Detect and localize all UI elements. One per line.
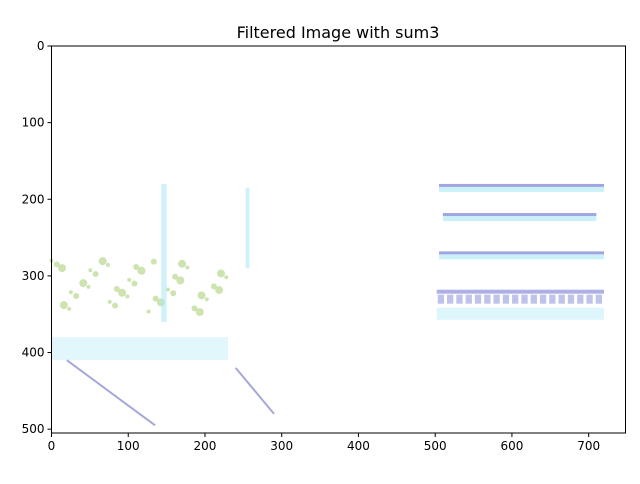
window: [484, 294, 491, 304]
foliage-dot: [92, 270, 99, 277]
foliage-dot: [191, 305, 198, 312]
foliage-dot: [105, 262, 110, 267]
pole: [161, 183, 167, 322]
foliage-dot: [53, 261, 60, 268]
y-tick-label: 100: [22, 116, 45, 130]
foliage-dot: [152, 295, 159, 302]
foliage-dot: [88, 268, 93, 273]
building-edge: [439, 251, 605, 255]
window: [539, 294, 547, 304]
foliage-dot: [125, 294, 130, 299]
foliage-dot: [98, 257, 107, 266]
foliage-dot: [107, 299, 112, 304]
chart-title: Filtered Image with sum3: [237, 23, 440, 42]
y-axis: 0 100 200 300 400 500: [22, 39, 52, 436]
window: [530, 294, 537, 304]
foliage-dot: [58, 264, 67, 273]
foliage-dot: [79, 279, 88, 288]
building-glass: [439, 254, 605, 260]
x-tick-label: 400: [347, 439, 370, 453]
y-tick-label: 0: [37, 39, 45, 53]
building-glass: [439, 186, 605, 192]
foliage-dot: [165, 287, 170, 292]
x-tick-label: 200: [194, 439, 217, 453]
road-line: [234, 367, 275, 415]
building-edge: [442, 213, 597, 217]
window: [493, 294, 500, 304]
y-tick-label: 400: [22, 346, 45, 360]
window: [577, 294, 584, 304]
window: [465, 294, 472, 304]
x-tick-label: 600: [500, 439, 523, 453]
foliage-dot: [195, 308, 204, 317]
foliage-dot: [131, 280, 138, 287]
road-line: [66, 359, 156, 427]
foliage-dot: [210, 283, 217, 290]
foliage-dot: [67, 306, 72, 311]
building-edge: [439, 183, 605, 187]
building-glass: [442, 216, 597, 222]
foliage-dot: [215, 286, 224, 295]
foliage-dot: [197, 291, 206, 300]
x-tick-label: 100: [117, 439, 140, 453]
window: [502, 294, 510, 304]
foliage-dot: [170, 290, 177, 297]
foliage-dot: [118, 288, 127, 297]
foliage-dot: [137, 266, 146, 275]
window: [595, 294, 603, 304]
x-tick-label: 700: [577, 439, 600, 453]
y-tick-label: 500: [22, 422, 45, 436]
window: [549, 294, 556, 304]
building-edge: [436, 289, 605, 294]
window: [558, 294, 565, 304]
x-tick-label: 300: [270, 439, 293, 453]
foliage-dot: [150, 258, 157, 265]
foliage-dot: [146, 309, 151, 314]
foliage-dot: [68, 290, 73, 295]
foliage-dot: [216, 269, 225, 278]
foliage-dot: [133, 264, 140, 271]
building-glass: [436, 307, 605, 320]
window: [437, 294, 445, 304]
x-axis: 0 100 200 300 400 500 600 700: [48, 433, 600, 453]
y-tick-label: 300: [22, 269, 45, 283]
window: [456, 294, 463, 304]
axes-frame: [51, 45, 626, 434]
foliage-dot: [172, 273, 179, 280]
pole: [245, 187, 250, 269]
foliage-dot: [86, 284, 91, 289]
y-tick-label: 200: [22, 192, 45, 206]
foliage-dot: [224, 275, 229, 280]
window: [474, 294, 482, 304]
foliage-dot: [112, 302, 119, 309]
window: [447, 294, 454, 304]
filtered-image: [49, 183, 605, 427]
x-tick-label: 500: [424, 439, 447, 453]
x-tick-label: 0: [48, 439, 56, 453]
foliage-dot: [176, 276, 185, 285]
foliage-dot: [127, 277, 132, 282]
foliage-dot: [73, 292, 80, 299]
foliage-dot: [113, 286, 120, 293]
window: [521, 294, 528, 304]
ground-band: [51, 337, 228, 361]
window: [567, 294, 575, 304]
foliage-dot: [204, 297, 209, 302]
foliage-dot: [185, 265, 190, 270]
window: [512, 294, 519, 304]
foliage-dot: [59, 301, 68, 310]
foliage-dot: [178, 259, 187, 268]
window: [586, 294, 593, 304]
